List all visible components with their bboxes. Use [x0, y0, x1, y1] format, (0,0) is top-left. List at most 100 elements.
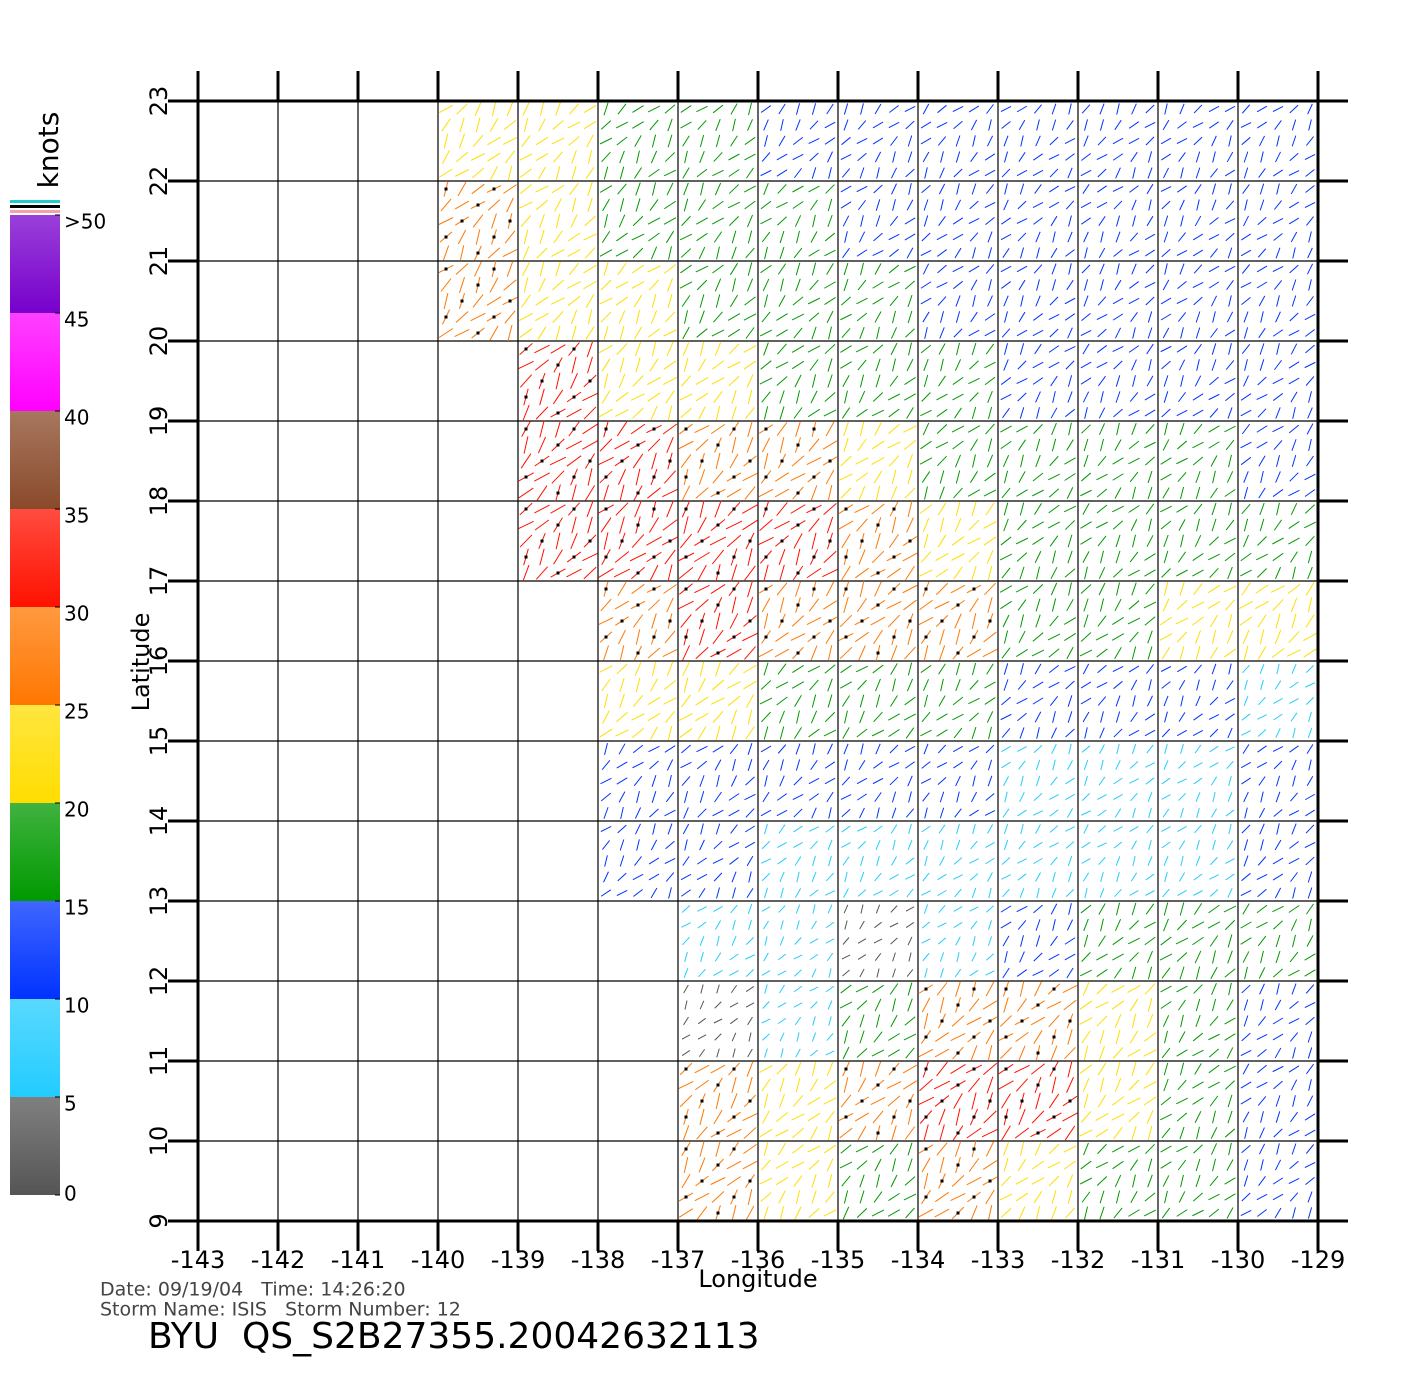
wind-stroke: [793, 1002, 803, 1008]
wind-stroke: [1112, 313, 1124, 321]
wind-stroke: [664, 311, 676, 323]
wind-stroke: [648, 232, 660, 242]
wind-stroke: [1257, 714, 1267, 720]
wind-stroke: [809, 679, 819, 691]
wind-stroke: [809, 279, 819, 291]
wind-stroke: [1224, 489, 1236, 497]
wind-cell: [760, 183, 836, 260]
wind-stroke: [651, 134, 657, 148]
wind-stroke: [1147, 646, 1153, 660]
wind-stroke: [1113, 777, 1123, 785]
wind-stroke: [1243, 215, 1249, 227]
wind-stroke: [603, 166, 609, 180]
wind-stroke: [1095, 1001, 1109, 1009]
wind-stroke: [794, 215, 802, 227]
wind-stroke: [1308, 391, 1312, 403]
wind-stroke: [1128, 1079, 1140, 1091]
wind-stroke: [1256, 553, 1268, 561]
wind-stroke: [1291, 759, 1297, 771]
wind-stroke: [793, 727, 803, 739]
wind-stroke: [1064, 186, 1076, 192]
wind-cell: [1159, 582, 1237, 660]
wind-stroke: [454, 169, 470, 177]
wind-stroke: [1305, 329, 1315, 337]
wind-stroke: [857, 826, 867, 832]
wind-stroke: [907, 1142, 913, 1156]
rain-flag: [476, 283, 480, 287]
wind-stroke: [1243, 167, 1249, 179]
wind-stroke: [824, 281, 836, 289]
wind-stroke: [1228, 1142, 1232, 1156]
wind-stroke: [810, 1001, 818, 1009]
wind-stroke: [1031, 649, 1045, 657]
wind-stroke: [571, 150, 577, 164]
wind-stroke: [1243, 534, 1249, 548]
wind-stroke: [678, 1080, 694, 1090]
wind-stroke: [745, 1205, 755, 1221]
wind-stroke: [471, 183, 485, 195]
rain-flag: [764, 507, 768, 511]
wind-stroke: [891, 183, 897, 195]
wind-cell: [1160, 263, 1236, 339]
wind-stroke: [920, 297, 932, 305]
wind-stroke: [809, 986, 819, 992]
wind-stroke: [1288, 1129, 1300, 1137]
wind-stroke: [539, 388, 545, 406]
wind-cell: [1239, 582, 1317, 661]
wind-stroke: [1065, 889, 1075, 897]
wind-stroke: [938, 645, 946, 661]
wind-stroke: [1065, 777, 1075, 785]
wind-stroke: [999, 553, 1013, 561]
wind-stroke: [696, 217, 708, 225]
wind-stroke: [1241, 344, 1251, 354]
rain-flag: [892, 1115, 896, 1119]
wind-stroke: [1162, 598, 1170, 612]
wind-stroke: [892, 151, 896, 163]
wind-stroke: [888, 1033, 900, 1041]
wind-stroke: [887, 1209, 901, 1217]
wind-stroke: [1018, 152, 1026, 162]
wind-stroke: [775, 361, 789, 369]
wind-stroke: [1001, 857, 1011, 865]
wind-stroke: [824, 297, 836, 305]
wind-stroke: [794, 1062, 802, 1076]
wind-stroke: [1209, 935, 1219, 947]
wind-stroke: [936, 121, 948, 129]
wind-stroke: [1289, 312, 1299, 322]
wind-stroke: [1064, 953, 1076, 961]
wind-stroke: [1194, 950, 1202, 964]
wind-stroke: [1018, 439, 1026, 451]
wind-cell: [999, 1142, 1077, 1220]
wind-stroke: [647, 328, 661, 338]
wind-cell: [918, 581, 998, 661]
wind-stroke: [1050, 582, 1058, 596]
wind-stroke: [1180, 375, 1184, 387]
wind-stroke: [1083, 438, 1089, 452]
wind-stroke: [759, 1128, 773, 1138]
wind-stroke: [1164, 1030, 1168, 1044]
wind-stroke: [1241, 1032, 1251, 1042]
wind-stroke: [937, 922, 947, 928]
wind-stroke: [955, 501, 961, 517]
wind-stroke: [742, 632, 758, 642]
rain-flag: [828, 619, 832, 623]
wind-stroke: [1129, 920, 1139, 930]
wind-stroke: [683, 1157, 689, 1173]
wind-stroke: [1256, 761, 1268, 769]
wind-stroke: [985, 1029, 995, 1045]
wind-stroke: [875, 840, 881, 850]
wind-stroke: [873, 184, 883, 194]
wind-cell: [1160, 1062, 1236, 1140]
wind-stroke: [779, 775, 785, 787]
wind-stroke: [1080, 329, 1092, 337]
wind-stroke: [1031, 1063, 1045, 1075]
wind-cell: [918, 981, 998, 1061]
wind-cell: [1000, 343, 1076, 419]
wind-stroke: [826, 952, 834, 962]
wind-stroke: [1241, 730, 1251, 736]
wind-stroke: [923, 199, 929, 211]
wind-stroke: [955, 311, 961, 323]
wind-stroke: [924, 968, 928, 978]
wind-stroke: [650, 839, 658, 851]
wind-stroke: [824, 890, 836, 896]
